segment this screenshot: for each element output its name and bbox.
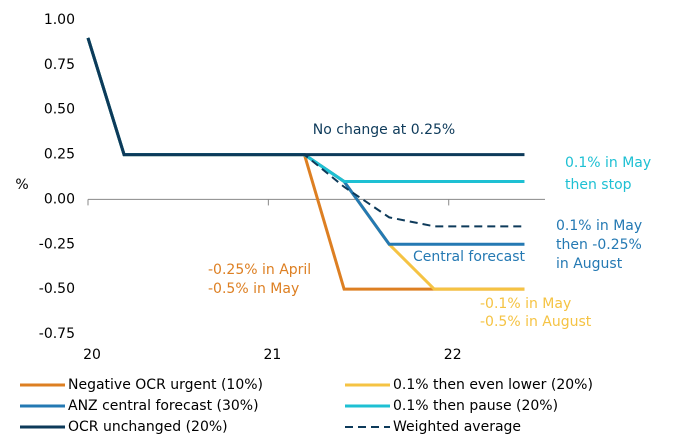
- annotation: -0.5% in August: [480, 314, 592, 330]
- x-tick-label: 22: [444, 347, 462, 363]
- y-tick-label: -0.75: [39, 326, 75, 342]
- annotation: then stop: [565, 177, 632, 193]
- y-tick-label: 0.50: [44, 102, 75, 118]
- series-line: [86, 37, 525, 246]
- y-tick-label: -0.25: [39, 236, 75, 252]
- series-line: [87, 37, 525, 228]
- legend-label: Negative OCR urgent (10%): [68, 377, 263, 393]
- y-tick-label: 1.00: [44, 12, 75, 28]
- annotation: -0.1% in May: [480, 296, 571, 312]
- y-tick-label: 0.25: [44, 147, 75, 163]
- x-tick-label: 21: [263, 347, 281, 363]
- legend-label: ANZ central forecast (30%): [68, 398, 259, 414]
- legend-label: Weighted average: [393, 419, 521, 434]
- x-tick-label: 20: [83, 347, 101, 363]
- y-tick-label: -0.50: [39, 281, 75, 297]
- series-line: [86, 37, 525, 157]
- y-tick-label: 0.75: [44, 57, 75, 73]
- legend-label: OCR unchanged (20%): [68, 419, 228, 434]
- legend-label: 0.1% then pause (20%): [393, 398, 558, 414]
- annotation: No change at 0.25%: [313, 122, 455, 138]
- legend-label: 0.1% then even lower (20%): [393, 377, 593, 393]
- annotation: -0.25% in April: [208, 262, 311, 278]
- annotation: -0.5% in May: [208, 281, 299, 297]
- y-tick-label: 0.00: [44, 191, 75, 207]
- annotation: then -0.25%: [556, 237, 642, 253]
- annotation: Central forecast: [413, 249, 526, 265]
- y-axis-label: %: [15, 177, 28, 193]
- annotation: 0.1% in May: [565, 155, 651, 171]
- annotation: 0.1% in May: [556, 218, 642, 234]
- annotation: in August: [556, 256, 623, 272]
